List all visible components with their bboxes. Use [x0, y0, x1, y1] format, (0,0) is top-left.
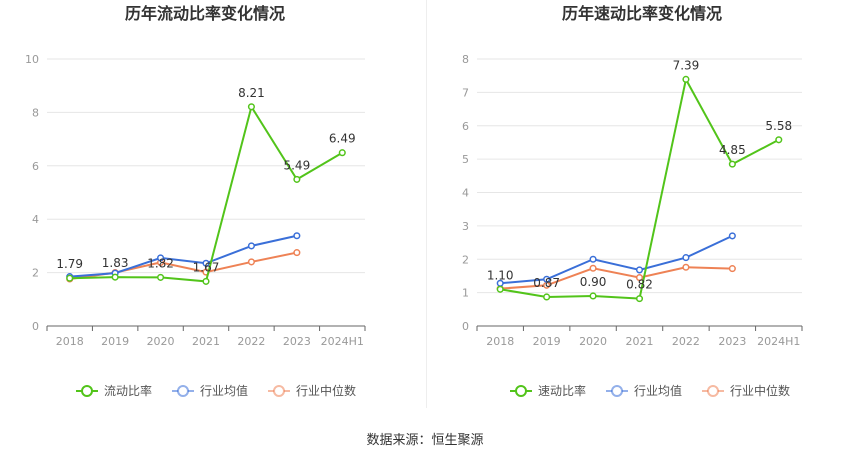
y-tick-label: 7	[462, 86, 469, 99]
data-point	[635, 274, 644, 282]
data-label: 6.49	[329, 132, 356, 146]
data-point	[247, 103, 255, 111]
chart-title: 历年流动比率变化情况	[125, 4, 285, 23]
x-tick-label: 2018	[56, 335, 84, 348]
legend-swatch-marker	[273, 385, 285, 397]
data-point	[247, 242, 255, 250]
data-label: 1.83	[102, 256, 129, 270]
y-tick-label: 2	[32, 267, 39, 280]
y-tick-label: 10	[25, 53, 39, 66]
data-point	[293, 232, 301, 240]
legend-swatch-marker	[81, 385, 93, 397]
data-label: 8.21	[238, 86, 265, 100]
series-line	[500, 266, 733, 290]
data-point	[496, 285, 504, 293]
x-tick-label: 2024H1	[321, 335, 364, 348]
x-tick-label: 2019	[533, 335, 561, 348]
legend-label: 行业中位数	[730, 383, 790, 398]
data-point	[157, 273, 165, 281]
data-point	[728, 160, 736, 168]
y-tick-label: 8	[32, 106, 39, 119]
data-point	[293, 175, 301, 183]
data-point	[66, 274, 74, 282]
data-label: 4.85	[719, 143, 746, 157]
data-label: 1.67	[193, 260, 220, 274]
series-line	[69, 234, 298, 278]
y-tick-label: 0	[462, 320, 469, 333]
chart-title: 历年速动比率变化情况	[562, 4, 722, 23]
data-label: 7.39	[673, 58, 700, 72]
x-tick-label: 2020	[147, 335, 175, 348]
data-point	[775, 136, 783, 144]
data-point	[202, 259, 210, 267]
legend-swatch-marker	[177, 385, 189, 397]
data-point	[202, 277, 210, 285]
legend-label: 流动比率	[104, 383, 152, 398]
y-tick-label: 0	[32, 320, 39, 333]
x-tick-label: 2023	[283, 335, 311, 348]
data-point	[589, 292, 597, 300]
x-tick-label: 2024H1	[757, 335, 800, 348]
data-point	[728, 265, 736, 273]
source-note: 数据来源：恒生聚源	[366, 433, 484, 448]
y-tick-label: 6	[462, 120, 469, 133]
data-point	[589, 255, 597, 263]
x-tick-label: 2020	[579, 335, 607, 348]
y-tick-label: 3	[462, 220, 469, 233]
data-label: 1.10	[487, 268, 514, 282]
legend-swatch-marker	[707, 385, 719, 397]
legend-label: 行业均值	[634, 383, 682, 398]
legend-label: 速动比率	[538, 383, 586, 398]
data-label: 5.58	[765, 119, 792, 133]
x-tick-label: 2022	[237, 335, 265, 348]
data-point	[247, 258, 255, 266]
data-point	[293, 249, 301, 257]
data-point	[157, 254, 165, 262]
data-label: 1.79	[56, 257, 83, 271]
y-tick-label: 8	[462, 53, 469, 66]
y-tick-label: 4	[462, 187, 469, 200]
chart-2: 历年速动比率变化情况 0 1 2 3 4 5 6 7 8 2018 2019 2020 2021 2022 2…	[462, 4, 803, 398]
data-point	[682, 263, 690, 271]
x-tick-label: 2021	[626, 335, 654, 348]
y-tick-label: 5	[462, 153, 469, 166]
series-line	[500, 76, 780, 300]
x-tick-label: 2021	[192, 335, 220, 348]
series-line	[500, 234, 733, 285]
data-label: 0.90	[580, 275, 607, 289]
data-point	[635, 266, 644, 274]
x-tick-label: 2022	[672, 335, 700, 348]
x-tick-label: 2023	[718, 335, 746, 348]
y-tick-label: 6	[32, 160, 39, 173]
data-point	[635, 295, 644, 303]
data-point	[111, 273, 119, 281]
data-label: 0.82	[626, 278, 653, 292]
y-tick-label: 4	[32, 213, 39, 226]
data-label: 0.87	[533, 276, 560, 290]
legend-label: 行业中位数	[296, 383, 356, 398]
data-point	[682, 75, 690, 83]
legend-swatch-marker	[611, 385, 623, 397]
legend-label: 行业均值	[200, 383, 248, 398]
x-tick-label: 2019	[101, 335, 129, 348]
data-point	[589, 264, 597, 272]
x-tick-label: 2018	[486, 335, 514, 348]
data-point	[543, 275, 551, 283]
data-point	[543, 293, 551, 301]
y-tick-label: 2	[462, 253, 469, 266]
data-point	[728, 232, 736, 240]
legend-swatch-marker	[515, 385, 527, 397]
data-point	[682, 254, 690, 262]
panel-divider	[426, 0, 427, 408]
data-point	[338, 149, 346, 157]
chart-1: 历年流动比率变化情况 0 2 4 6 8 10 2018 2019 2020 2021 2022 202…	[25, 4, 366, 398]
y-tick-label: 1	[462, 287, 469, 300]
data-label: 5.49	[283, 158, 310, 172]
data-label: 1.82	[147, 256, 174, 270]
